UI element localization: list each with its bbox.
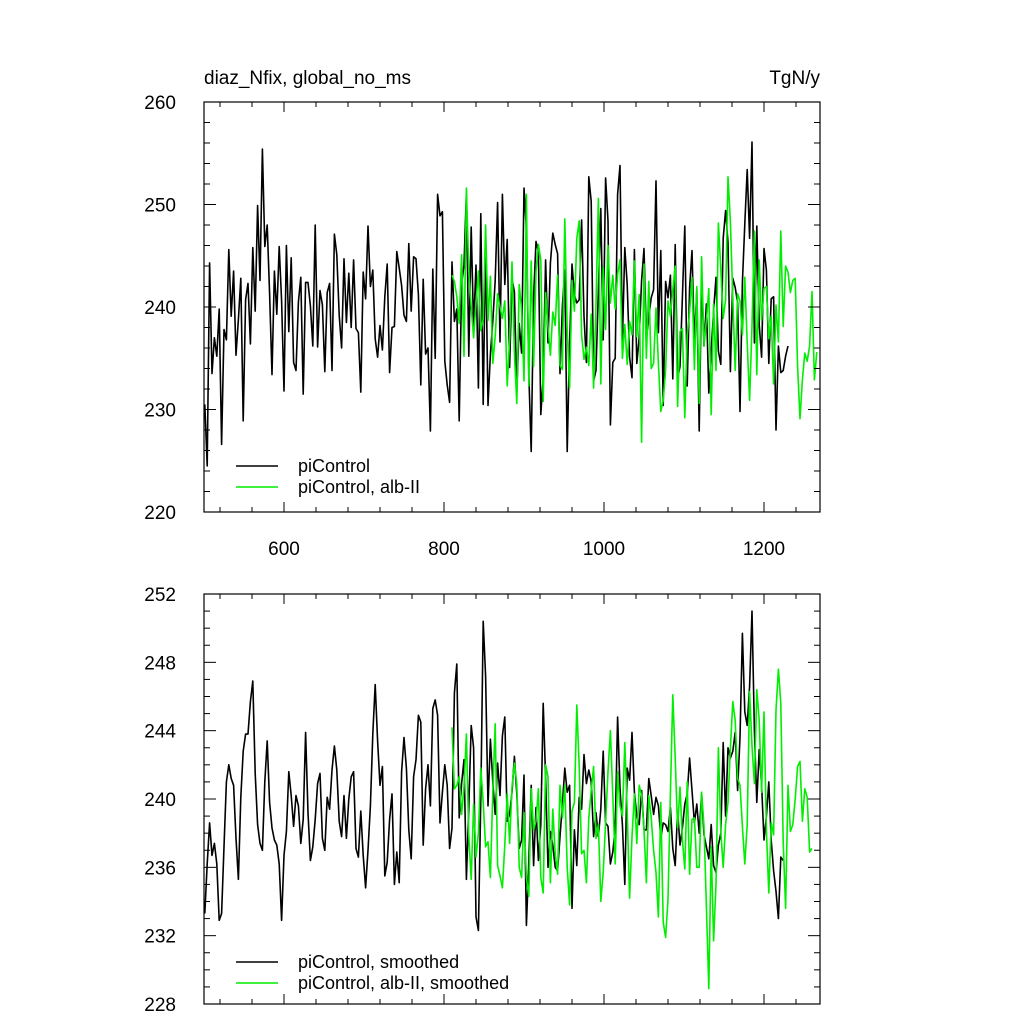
x-tick-label: 1200 xyxy=(743,539,785,560)
x-tick-label: 600 xyxy=(268,539,300,560)
y-tick-label: 230 xyxy=(144,401,176,422)
y-tick-label: 252 xyxy=(144,585,176,606)
y-tick-label: 240 xyxy=(144,790,176,811)
y-tick-label: 228 xyxy=(144,995,176,1016)
y-tick-label: 250 xyxy=(144,196,176,217)
y-tick-label: 236 xyxy=(144,858,176,879)
bottom-panel: 228 232 236 240 244 248 252 piControl, smoothed… xyxy=(144,585,821,1016)
series-line-picontrol xyxy=(204,141,789,467)
y-tick-label: 232 xyxy=(144,927,176,948)
y-tick-label: 244 xyxy=(144,722,176,743)
legend-label: piControl xyxy=(298,456,370,476)
x-tick-label: 1000 xyxy=(583,539,625,560)
top-panel: 600 800 1000 1200 220 230 240 250 260 piControlpi… xyxy=(144,93,821,560)
chart-title: diaz_Nfix, global_no_ms xyxy=(204,68,411,89)
y-tick-label: 248 xyxy=(144,653,176,674)
units-label: TgN/y xyxy=(769,68,820,89)
y-tick-label: 220 xyxy=(144,503,176,524)
series-line-alb-ii xyxy=(451,668,813,990)
y-tick-label: 260 xyxy=(144,93,176,114)
legend-label: piControl, smoothed xyxy=(298,952,459,972)
legend-label: piControl, alb-II, smoothed xyxy=(298,973,509,993)
series-line-alb-ii xyxy=(451,176,818,444)
y-tick-label: 240 xyxy=(144,298,176,319)
legend-label: piControl, alb-II xyxy=(298,477,420,497)
x-tick-label: 800 xyxy=(428,539,460,560)
